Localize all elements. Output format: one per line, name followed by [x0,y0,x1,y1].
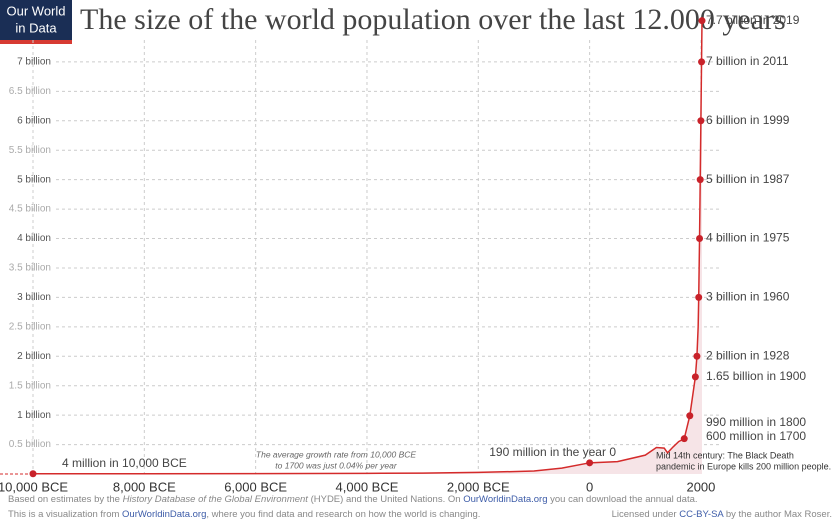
x-tick-label: 6,000 BCE [224,479,287,494]
y-tick-label: 5.5 billion [9,145,51,156]
y-tick-label: 2 billion [17,351,51,362]
value-label: 1.65 billion in 1900 [706,369,806,383]
value-label: 4 million in 10,000 BCE [62,456,187,470]
area [33,20,702,474]
logo-text: Our World [7,3,66,18]
y-tick-label: 4 billion [17,233,51,244]
annotation: The average growth rate from 10,000 BCE [256,449,416,459]
footer-text: you can download the annual data. [548,494,698,505]
logo-bar [0,40,72,44]
y-tick-label: 5 billion [17,174,51,185]
line [32,20,703,475]
footer-text: , where you find data and research on ho… [206,509,480,520]
y-tick-label: 7 billion [17,57,51,68]
y-tick-label: 6 billion [17,115,51,126]
x-tick-label: 8,000 BCE [113,479,176,494]
x-tick-label: 2000 [686,479,715,494]
x-tick-label: 4,000 BCE [336,479,399,494]
point [697,117,705,125]
point [698,17,706,25]
point [680,435,688,443]
y-tick-label: 3 billion [17,292,51,303]
y-tick-label: 1.5 billion [9,380,51,391]
y-tick-label: 4.5 billion [9,204,51,215]
value-label: 2 billion in 1928 [706,348,790,362]
footer-link[interactable]: OurWorldinData.org [122,509,206,520]
annotation: to 1700 was just 0.04% per year [275,460,398,470]
y-tick-label: 1 billion [17,410,51,421]
point [691,373,699,381]
point [686,412,694,420]
x-tick-label: 2,000 BCE [447,479,510,494]
point [586,459,594,467]
footer-text: Licensed under [612,509,680,520]
x-tick-label: 0 [586,479,593,494]
y-tick-label: 3.5 billion [9,263,51,274]
value-label: 5 billion in 1987 [706,172,790,186]
footer-text: (HYDE) and the United Nations. On [308,494,463,505]
value-label: 7 billion in 2011 [706,54,789,68]
chart-title: The size of the world population over th… [80,3,786,36]
footer-text: Based on estimates by the [8,494,123,505]
point [696,176,704,184]
logo-box [0,0,72,44]
annotation: pandemic in Europe kills 200 million peo… [656,461,831,471]
y-tick-label: 0.5 billion [9,439,51,450]
footer-link[interactable]: CC-BY-SA [679,509,724,520]
footer-line: Based on estimates by the History Databa… [8,494,698,505]
footer-text: by the author Max Roser. [723,509,832,520]
logo-text: in Data [15,20,57,35]
annotation: Mid 14th century: The Black Death [656,450,794,460]
point [693,352,701,360]
footer-text: History Database of the Global Environme… [123,494,309,505]
footer-line: This is a visualization from OurWorldinD… [8,509,480,520]
footer-text: This is a visualization from [8,509,122,520]
value-label: 7.7 billion in 2019 [706,13,800,27]
footer-link[interactable]: OurWorldinData.org [463,494,547,505]
y-tick-label: 2.5 billion [9,321,51,332]
value-label: 190 million in the year 0 [489,445,616,459]
point [695,293,703,301]
point [29,470,37,478]
point [696,235,704,242]
value-label: 4 billion in 1975 [706,231,790,245]
value-label: 6 billion in 1999 [706,113,790,127]
x-tick-label: 10,000 BCE [0,479,68,494]
value-label: 600 million in 1700 [706,429,806,443]
value-label: 3 billion in 1960 [706,290,790,304]
y-tick-label: 6.5 billion [9,86,51,97]
value-label: 990 million in 1800 [706,415,806,429]
point [698,58,706,66]
license: Licensed under CC-BY-SA by the author Ma… [612,509,832,520]
